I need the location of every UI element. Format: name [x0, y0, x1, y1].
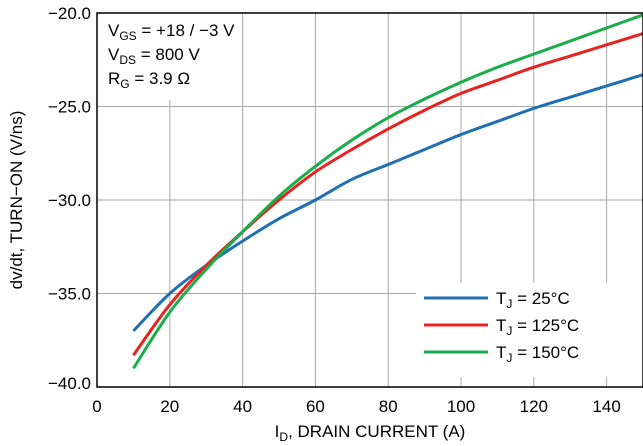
x-tick-label: 120 [520, 397, 548, 416]
y-tick-label: −40.0 [48, 374, 91, 393]
x-tick-label: 20 [160, 397, 179, 416]
y-axis-label: dv/dt, TURN−ON (V/ns) [7, 111, 26, 290]
legend: TJ = 25°C TJ = 125°C TJ = 150°C [416, 283, 643, 377]
x-tick-label: 100 [447, 397, 475, 416]
y-tick-label: −25.0 [48, 98, 91, 117]
legend-label-1: TJ = 125°C [496, 316, 579, 338]
x-tick-labels: 0 20 40 60 80 100 120 140 [92, 397, 621, 416]
legend-label-0: TJ = 25°C [496, 289, 570, 311]
x-tick-label: 140 [592, 397, 620, 416]
y-tick-label: −30.0 [48, 191, 91, 210]
x-tick-label: 0 [92, 397, 101, 416]
x-tick-label: 40 [233, 397, 252, 416]
legend-label-2: TJ = 150°C [496, 343, 579, 365]
plot-frame [96, 12, 643, 388]
grid [97, 13, 643, 387]
series-line-1 [132, 32, 643, 357]
series-lines [132, 13, 643, 370]
x-tick-label: 80 [379, 397, 398, 416]
series-line-2 [132, 13, 643, 370]
condition-text: VDS = 800 V [108, 45, 200, 67]
conditions-box [97, 13, 242, 100]
y-tick-label: −35.0 [48, 285, 91, 304]
condition-text: RG = 3.9 Ω [108, 69, 190, 91]
y-tick-labels: −40.0 −35.0 −30.0 −25.0 −20.0 [48, 4, 91, 393]
x-tick-label: 60 [306, 397, 325, 416]
y-tick-label: −20.0 [48, 4, 91, 23]
condition-text: VGS = +18 / −3 V [108, 21, 235, 43]
x-axis-label: ID, DRAIN CURRENT (A) [275, 422, 466, 444]
